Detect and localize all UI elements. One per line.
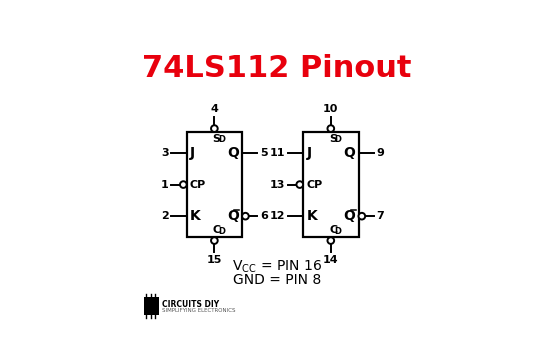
Text: 7: 7 [376,211,384,221]
Bar [144,297,159,315]
Text: 10: 10 [323,104,339,114]
Text: K: K [190,209,201,223]
Text: D: D [218,227,225,236]
Circle shape [296,181,303,188]
Text: 13: 13 [269,180,285,190]
Text: GND = PIN 8: GND = PIN 8 [233,273,321,287]
Text: D: D [335,227,342,236]
Circle shape [242,213,249,220]
Text: J: J [306,146,312,160]
Text: 9: 9 [376,148,384,158]
Text: 4: 4 [211,104,218,114]
Text: CP: CP [306,180,323,190]
Circle shape [359,213,365,220]
Bar [187,132,242,237]
Circle shape [327,237,334,244]
Circle shape [180,181,187,188]
Text: S: S [213,134,221,144]
Text: C: C [213,225,221,235]
Circle shape [327,125,334,132]
Text: Q: Q [343,209,355,223]
Text: 1: 1 [161,180,168,190]
Bar [303,132,359,237]
Text: 3: 3 [161,148,168,158]
Text: D: D [218,135,225,144]
Text: S: S [329,134,337,144]
Circle shape [211,125,218,132]
Text: CIRCUITS DIY: CIRCUITS DIY [161,300,219,309]
Text: 6: 6 [260,211,268,221]
Text: Q: Q [227,146,239,160]
Text: D: D [335,135,342,144]
Text: SIMPLIFYING ELECTRONICS: SIMPLIFYING ELECTRONICS [161,308,235,313]
Text: 5: 5 [260,148,268,158]
Text: $\mathregular{V_{CC}}$ = PIN 16: $\mathregular{V_{CC}}$ = PIN 16 [232,258,322,275]
Text: J: J [190,146,195,160]
Text: 74LS112 Pinout: 74LS112 Pinout [142,54,411,83]
Text: 15: 15 [207,255,222,265]
Text: 2: 2 [161,211,168,221]
Text: CP: CP [190,180,206,190]
Circle shape [211,237,218,244]
Text: K: K [306,209,317,223]
Text: 11: 11 [269,148,285,158]
Text: 12: 12 [269,211,285,221]
Text: C: C [329,225,338,235]
Text: Q: Q [227,209,239,223]
Text: Q: Q [343,146,355,160]
Text: 14: 14 [323,255,339,265]
